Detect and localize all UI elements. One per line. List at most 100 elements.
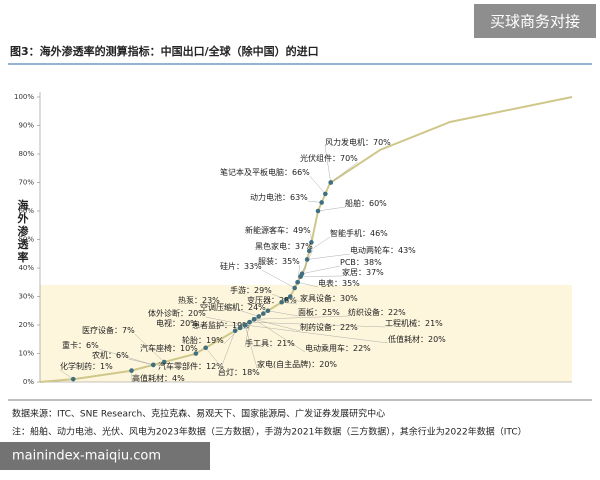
point-group: 新能源客车：49% — [245, 225, 314, 245]
leader-line — [205, 347, 224, 371]
point-name: 电表： — [318, 278, 342, 288]
y-tick-label: 10% — [18, 350, 34, 358]
point-name: 新能源客车： — [245, 225, 293, 235]
point-group: 化学制药：1% — [59, 361, 113, 382]
point-name: 汽车零部件： — [158, 361, 206, 371]
point-name: 汽车座椅： — [140, 343, 180, 353]
point-group: 硅片：33% — [220, 261, 297, 291]
leader-line — [217, 330, 236, 377]
point-value: 63% — [290, 193, 308, 202]
point-label: 船舶：60% — [345, 198, 387, 208]
leader-line — [254, 319, 306, 353]
y-tick-label: 30% — [18, 293, 34, 301]
point-value: 20% — [188, 309, 206, 318]
leader-line — [267, 310, 299, 317]
point-group: 家具设备：30% — [287, 293, 358, 303]
leader-line — [281, 302, 297, 305]
point — [304, 257, 310, 262]
point-group: 高值耗材：4% — [129, 368, 185, 383]
point-name: 变压器： — [247, 295, 279, 305]
point — [279, 299, 284, 305]
point — [292, 285, 297, 291]
point-value: 60% — [369, 199, 387, 208]
point — [315, 208, 321, 214]
point — [232, 328, 238, 334]
point — [261, 311, 266, 316]
y-tick-label: 100% — [14, 93, 34, 101]
point-value: 23% — [202, 296, 220, 305]
leader-line — [244, 324, 258, 369]
point — [193, 351, 199, 356]
point-label: 黑色家电：37% — [255, 241, 313, 251]
point-group: 动力电池：63% — [250, 192, 324, 205]
point-value: 22% — [353, 344, 371, 353]
point-value: 6% — [116, 351, 129, 360]
source: 数据来源：ITC、SNE Research、克拉克森、易观天下、国家能源局、广发… — [12, 408, 385, 420]
point-name: 风力发电机： — [325, 137, 373, 147]
point-value: 33% — [244, 262, 262, 271]
point — [256, 314, 262, 319]
point-value: 19% — [232, 321, 250, 330]
point-label: 制药设备：22% — [300, 322, 358, 332]
leader-line — [197, 324, 246, 328]
point-label: 空调压缩机：24% — [200, 302, 266, 312]
point — [251, 317, 257, 322]
point — [283, 297, 289, 302]
point-group: 智能手机：46% — [306, 228, 388, 254]
leader-line — [249, 321, 386, 328]
point-value: 18% — [242, 368, 260, 377]
point-label: 电表：35% — [318, 278, 360, 288]
point — [237, 325, 243, 331]
point-value: 49% — [293, 226, 311, 235]
point — [295, 279, 300, 285]
point-name: 工程机械： — [385, 318, 425, 328]
point — [323, 191, 328, 197]
leader-line — [205, 316, 246, 326]
point-value: 37% — [295, 242, 313, 251]
point-value: 70% — [373, 138, 391, 147]
point-label: 体外诊断：20% — [148, 308, 206, 318]
point-label: 手游：29% — [230, 285, 272, 295]
leader-line — [317, 206, 346, 212]
point-name: 台灯： — [218, 367, 242, 377]
point-label: 变压器：28% — [247, 295, 297, 305]
point-label: 化学制药：1% — [60, 361, 113, 371]
y-tick-label: 80% — [18, 150, 34, 158]
point-name: PCB： — [340, 258, 364, 267]
point-name: 家电(自主品牌)： — [257, 359, 319, 369]
leader-line — [128, 358, 154, 366]
leader-line — [307, 253, 351, 260]
point — [306, 248, 312, 254]
y-tick-label: 90% — [18, 122, 34, 130]
point-value: 1% — [100, 362, 113, 371]
point-value: 4% — [172, 374, 185, 383]
leader-line — [330, 161, 358, 183]
leader-line — [307, 200, 322, 203]
point-label: 患者监护：19% — [192, 320, 250, 330]
point-name: 硅片： — [220, 261, 244, 271]
point-name: 手工具： — [245, 338, 277, 348]
leader-line — [254, 315, 349, 320]
point-label: 家具设备：30% — [300, 293, 358, 303]
point-label: 笔记本及平板电脑：66% — [220, 167, 310, 177]
watermark-bg — [0, 442, 210, 470]
leader-line — [271, 293, 287, 300]
leader-line — [59, 369, 74, 380]
point-value: 21% — [277, 339, 295, 348]
point-label: 汽车座椅：10% — [140, 343, 198, 353]
point-name: 电视： — [156, 318, 180, 328]
leader-line — [219, 303, 259, 317]
point — [287, 294, 293, 299]
point-label: PCB：38% — [340, 258, 382, 267]
leader-line — [309, 175, 326, 195]
point-name: 体外诊断： — [148, 308, 188, 318]
point-value: 35% — [342, 279, 360, 288]
point-name: 纺织设备： — [348, 307, 388, 317]
point-group: 汽车零部件：12% — [158, 345, 224, 371]
point-name: 患者监护： — [192, 320, 232, 330]
point-group: 电表：35% — [295, 278, 360, 288]
leader-line — [302, 265, 341, 274]
point-group: 电动两轮车：43% — [304, 245, 416, 262]
